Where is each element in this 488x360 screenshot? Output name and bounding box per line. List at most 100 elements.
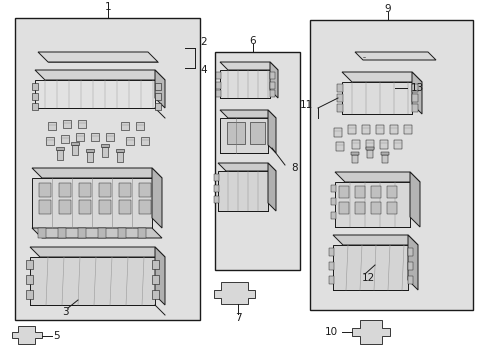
Polygon shape [269, 62, 278, 98]
Polygon shape [26, 275, 33, 284]
Bar [39, 200, 51, 214]
Bar [386, 186, 396, 198]
Polygon shape [141, 137, 149, 145]
Bar [99, 183, 111, 197]
Polygon shape [267, 163, 275, 211]
Polygon shape [381, 155, 387, 163]
Polygon shape [152, 260, 159, 269]
Bar [330, 212, 335, 219]
Polygon shape [58, 228, 66, 238]
Polygon shape [102, 147, 108, 157]
Polygon shape [351, 140, 359, 149]
Polygon shape [220, 62, 278, 70]
Bar [354, 186, 364, 198]
Polygon shape [87, 152, 93, 162]
Bar [269, 72, 274, 79]
Polygon shape [155, 103, 161, 110]
Bar [59, 200, 71, 214]
Polygon shape [76, 133, 84, 141]
Polygon shape [71, 142, 79, 145]
Bar [338, 202, 348, 214]
Bar [99, 200, 111, 214]
Text: 11: 11 [299, 100, 312, 110]
Bar [32, 178, 152, 228]
Bar [119, 183, 131, 197]
Polygon shape [38, 228, 46, 238]
Polygon shape [86, 149, 94, 152]
Bar [341, 82, 411, 114]
Polygon shape [354, 52, 435, 60]
Text: 3: 3 [61, 307, 68, 317]
Polygon shape [138, 228, 146, 238]
Bar [370, 186, 380, 198]
Text: 10: 10 [324, 327, 337, 337]
Text: 12: 12 [361, 273, 374, 283]
Bar [336, 104, 342, 112]
Polygon shape [379, 140, 387, 149]
Bar [309, 20, 472, 310]
Bar [226, 122, 244, 144]
Bar [79, 183, 91, 197]
Bar [407, 276, 412, 284]
Polygon shape [63, 120, 71, 128]
Bar [218, 171, 267, 211]
Polygon shape [32, 93, 38, 100]
Polygon shape [118, 228, 126, 238]
Text: 4: 4 [200, 65, 206, 75]
Polygon shape [350, 152, 358, 155]
Text: 6: 6 [249, 36, 256, 46]
Polygon shape [152, 290, 159, 299]
Polygon shape [101, 144, 109, 147]
Bar [220, 118, 267, 153]
Bar [59, 183, 71, 197]
Text: 13: 13 [410, 83, 424, 93]
Text: 2: 2 [200, 37, 206, 47]
Polygon shape [214, 282, 254, 304]
Bar [338, 186, 348, 198]
Polygon shape [155, 93, 161, 100]
Polygon shape [78, 120, 86, 128]
Polygon shape [78, 228, 86, 238]
Bar [269, 90, 274, 97]
Bar [220, 70, 269, 98]
Polygon shape [116, 149, 124, 152]
Polygon shape [121, 122, 129, 130]
Bar [330, 185, 335, 192]
Polygon shape [351, 155, 357, 163]
Bar [15, 18, 200, 320]
Polygon shape [403, 125, 411, 134]
Polygon shape [333, 128, 341, 137]
Polygon shape [117, 152, 123, 162]
Polygon shape [380, 152, 388, 155]
Polygon shape [38, 52, 158, 62]
Polygon shape [334, 172, 419, 182]
Polygon shape [98, 228, 106, 238]
Polygon shape [407, 235, 417, 290]
Bar [411, 84, 417, 92]
Polygon shape [32, 83, 38, 90]
Polygon shape [375, 125, 383, 134]
Polygon shape [30, 247, 164, 257]
Bar [215, 52, 299, 270]
Bar [35, 80, 155, 108]
Bar [119, 200, 131, 214]
Polygon shape [32, 168, 162, 178]
Text: 8: 8 [290, 163, 297, 173]
Polygon shape [106, 133, 114, 141]
Polygon shape [411, 72, 421, 114]
Bar [336, 94, 342, 102]
Polygon shape [61, 135, 69, 143]
Bar [79, 200, 91, 214]
Bar [370, 202, 380, 214]
Bar [214, 174, 219, 181]
Bar [332, 245, 407, 290]
Polygon shape [341, 72, 421, 82]
Polygon shape [72, 145, 78, 155]
Bar [216, 82, 221, 89]
Bar [334, 182, 409, 227]
Polygon shape [46, 137, 54, 145]
Polygon shape [32, 103, 38, 110]
Polygon shape [32, 228, 162, 238]
Bar [328, 276, 333, 284]
Bar [407, 248, 412, 256]
